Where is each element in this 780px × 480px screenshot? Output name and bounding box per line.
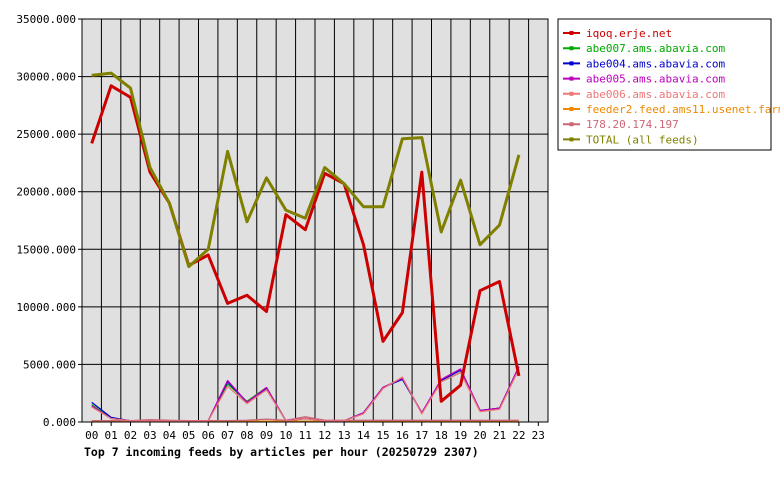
x-tick-label: 03: [143, 429, 156, 442]
legend-label: 178.20.174.197: [586, 118, 679, 131]
legend-marker: [569, 46, 574, 51]
legend-marker: [569, 31, 574, 35]
y-tick-label: 35000.000: [16, 13, 76, 26]
x-tick-label: 09: [260, 429, 273, 442]
x-tick-label: 12: [318, 429, 331, 442]
legend-marker: [569, 122, 574, 127]
x-tick-label: 00: [85, 429, 98, 442]
legend-marker: [569, 137, 574, 142]
x-tick-label: 21: [493, 429, 506, 442]
x-tick-label: 14: [357, 429, 371, 442]
x-axis-ticks: 00 01 02 03 04 05 06 07 08 09 10 11 12 13 14 15 16 17 18 19…: [85, 422, 545, 442]
x-tick-label: 01: [105, 429, 118, 442]
legend-marker: [569, 76, 574, 81]
legend-marker: [569, 107, 574, 111]
legend-label: abe007.ams.abavia.com: [586, 42, 725, 55]
y-tick-label: 30000.000: [16, 71, 76, 84]
x-tick-label: 04: [163, 429, 177, 442]
x-tick-label: 06: [202, 429, 215, 442]
x-tick-label: 19: [454, 429, 467, 442]
y-axis-ticks: 0.000 5000.000 10000.000 15000.000 20000.000…: [16, 13, 82, 429]
x-tick-label: 16: [396, 429, 409, 442]
plot-frame: [81, 18, 549, 423]
legend-label: abe004.ams.abavia.com: [586, 57, 725, 70]
legend-marker: [569, 61, 574, 66]
x-tick-label: 18: [435, 429, 448, 442]
y-tick-label: 15000.000: [16, 243, 76, 256]
legend-label: TOTAL (all feeds): [586, 133, 699, 146]
y-tick-label: 20000.000: [16, 186, 76, 199]
x-tick-label: 08: [240, 429, 253, 442]
x-tick-label: 10: [279, 429, 292, 442]
series-line: [91, 416, 519, 422]
chart-title: Top 7 incoming feeds by articles per hou…: [84, 445, 479, 459]
x-tick-label: 23: [532, 429, 545, 442]
y-tick-label: 5000.000: [23, 358, 76, 371]
x-tick-label: 20: [473, 429, 486, 442]
legend-label: feeder2.feed.ams11.usenet.farm: [586, 103, 780, 116]
legend-label: iqoq.erje.net: [586, 27, 672, 40]
series-lines: [90, 71, 521, 422]
x-tick-label: 02: [124, 429, 137, 442]
series-line: [91, 71, 521, 269]
legend-label: abe006.ams.abavia.com: [586, 88, 725, 101]
series-line: [91, 368, 520, 422]
grid: [82, 19, 548, 422]
legend-box: [557, 18, 772, 151]
x-tick-label: 17: [415, 429, 428, 442]
x-tick-label: 05: [182, 429, 195, 442]
y-tick-label: 25000.000: [16, 128, 76, 141]
x-tick-label: 13: [338, 429, 351, 442]
x-tick-label: 07: [221, 429, 234, 442]
legend-label: abe005.ams.abavia.com: [586, 73, 725, 86]
y-tick-label: 0.000: [43, 416, 76, 429]
legend-marker: [569, 91, 574, 96]
y-tick-label: 10000.000: [16, 301, 76, 314]
legend: iqoq.erje.net abe007.ams.abavia.com abe004…: [557, 18, 780, 151]
x-tick-label: 22: [512, 429, 525, 442]
x-tick-label: 11: [299, 429, 312, 442]
x-tick-label: 15: [376, 429, 389, 442]
